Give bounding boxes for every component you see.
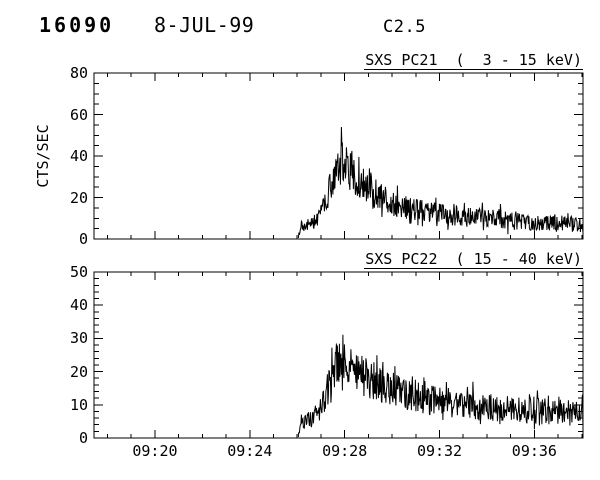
y-tick-label: 40 — [69, 296, 88, 315]
y-tick-label: 50 — [69, 263, 88, 281]
y-tick-label: 60 — [69, 105, 88, 124]
event-date: 8-JUL-99 — [154, 13, 255, 37]
event-id: 16090 — [39, 13, 115, 37]
x-tick-label: 09:24 — [227, 442, 273, 460]
lightcurve-series-0 — [297, 126, 584, 238]
x-tick-label: 09:28 — [322, 442, 368, 460]
y-tick-label: 20 — [69, 362, 88, 381]
plot-frame-0 — [93, 72, 584, 240]
panel-title-pc21: SXS PC21 ( 3 - 15 keV) — [364, 51, 583, 70]
lightcurve-series-1 — [297, 334, 584, 437]
y-tick-label: 0 — [78, 429, 88, 447]
x-tick-label: 09:36 — [511, 442, 557, 460]
panel-title-pc22: SXS PC22 ( 15 - 40 keV) — [364, 250, 583, 269]
y-tick-label: 10 — [69, 395, 88, 414]
y-tick-label: 80 — [69, 64, 88, 82]
plot-frame-1 — [93, 271, 584, 439]
y-tick-label: 0 — [78, 230, 88, 248]
x-tick-label: 09:32 — [416, 442, 463, 460]
x-tick-label: 09:20 — [132, 442, 178, 460]
y-tick-label: 20 — [69, 188, 88, 207]
y-tick-label: 40 — [69, 147, 88, 165]
goes-class: C2.5 — [383, 17, 426, 37]
y-tick-label: 30 — [69, 329, 88, 348]
